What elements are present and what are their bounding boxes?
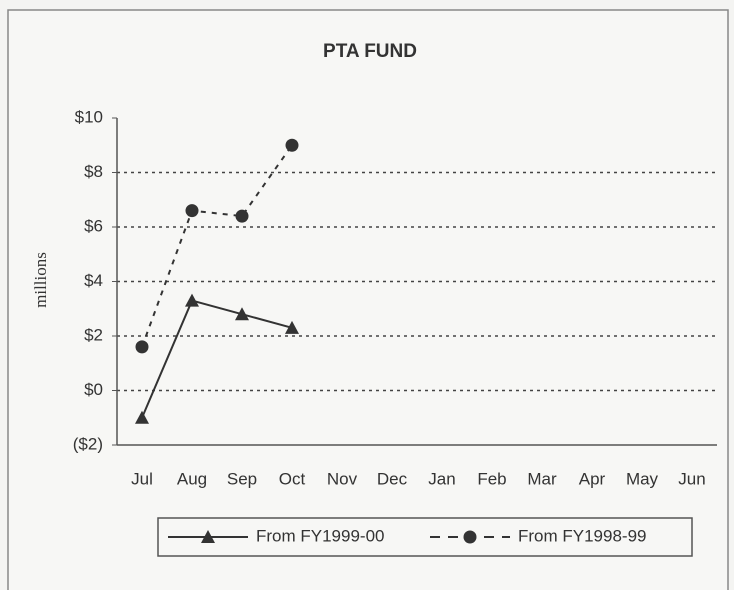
legend-marker [463,530,477,544]
data-point [235,209,249,223]
data-point [135,410,149,424]
y-tick-label: $0 [84,380,103,399]
x-tick-label: May [626,469,659,488]
data-point [285,138,299,152]
y-tick-label: $8 [84,162,103,181]
y-tick-label: $10 [75,107,103,126]
legend-marker [201,530,215,543]
x-tick-label: Sep [227,469,257,488]
chart-frame [7,9,729,590]
x-tick-label: Jan [428,469,455,488]
series-line [141,299,293,419]
x-tick-label: Feb [477,469,506,488]
data-point [185,204,199,218]
x-tick-label: Mar [527,469,557,488]
x-tick-label: Jul [131,469,153,488]
x-tick-label: Apr [579,469,606,488]
data-point [285,320,299,334]
y-tick-label: $2 [84,325,103,344]
chart-title: PTA FUND [323,41,417,62]
legend-label: From FY1998-99 [518,526,647,545]
x-tick-label: Jun [678,469,705,488]
y-tick-label: $6 [84,216,103,235]
y-tick-label: ($2) [73,434,103,453]
x-tick-label: Nov [327,469,358,488]
x-tick-label: Aug [177,469,207,488]
x-tick-label: Oct [279,469,306,488]
x-tick-label: Dec [377,469,408,488]
data-point [135,340,149,354]
y-tick-label: $4 [84,271,103,290]
legend-box [157,517,693,557]
data-point [235,307,249,321]
y-axis-label: millions [31,252,50,308]
legend-label: From FY1999-00 [256,526,385,545]
data-point [185,293,199,307]
